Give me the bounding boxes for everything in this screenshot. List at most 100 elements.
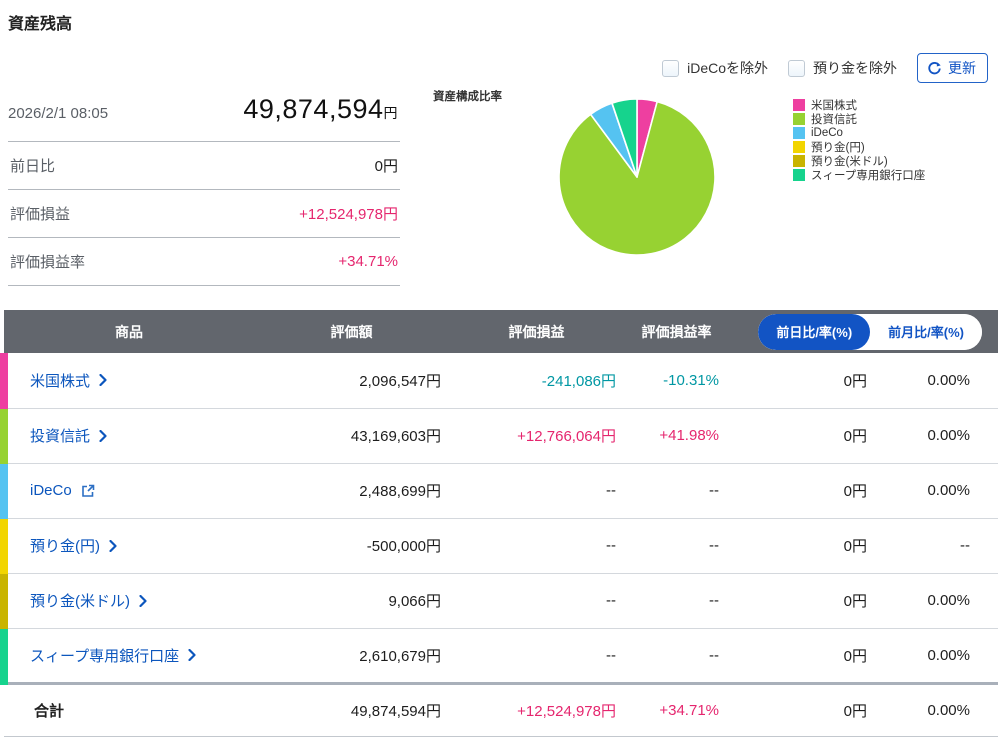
valuation-cell: 2,488,699円: [254, 463, 449, 519]
day-change-cell: 0円: [729, 463, 877, 519]
header-pl: 評価損益: [449, 310, 624, 353]
chevron-right-icon: [139, 594, 147, 607]
legend-item: 預り金(円): [793, 141, 925, 154]
legend-item: スィープ専用銀行口座: [793, 169, 926, 182]
legend-label: iDeCo: [811, 127, 843, 139]
timestamp: 2026/2/1 08:05: [8, 105, 109, 122]
pie-chart: [558, 98, 716, 256]
month-change-cell: 0.00%: [877, 408, 998, 464]
chevron-right-icon: [109, 539, 117, 552]
external-link-icon: [81, 484, 95, 498]
checkbox-label: iDeCoを除外: [687, 60, 768, 76]
table-row: 預り金(円) -500,000円 -- -- 0円 --: [0, 518, 998, 574]
page-title: 資産残高: [8, 16, 73, 33]
product-link[interactable]: 預り金(円): [30, 535, 117, 556]
product-label: 預り金(米ドル): [30, 593, 130, 610]
total-asset-unit: 円: [383, 105, 398, 121]
toggle-day-change[interactable]: 前日比/率(%): [758, 313, 871, 350]
pl-cell: +12,766,064円: [449, 408, 624, 464]
toggle-month-change[interactable]: 前月比/率(%): [870, 313, 982, 350]
summary-row: 評価損益 +12,524,978円: [8, 190, 400, 238]
chevron-right-icon: [188, 648, 196, 662]
product-link[interactable]: スィープ専用銀行口座: [30, 645, 196, 666]
day-change-cell: 0円: [729, 518, 877, 574]
product-cell: 預り金(米ドル): [0, 573, 254, 629]
table-row: 投資信託 43,169,603円 +12,766,064円 +41.98% 0円: [0, 408, 998, 464]
valuation-cell: 9,066円: [254, 573, 449, 629]
summary-rows: 前日比 0円 評価損益 +12,524,978円 評価損益率 +34.71%: [8, 142, 400, 286]
product-cell: スィープ専用銀行口座: [0, 628, 254, 684]
product-label: 投資信託: [30, 428, 91, 445]
period-toggle: 前日比/率(%) 前月比/率(%): [758, 313, 982, 350]
refresh-icon: [927, 61, 942, 76]
summary-label: 評価損益: [10, 206, 71, 223]
exclude-deposit-checkbox[interactable]: 預り金を除外: [788, 58, 897, 78]
day-change-cell: 0円: [729, 408, 877, 464]
total-day-change: 0円: [729, 681, 877, 737]
summary-label: 前日比: [10, 158, 56, 175]
product-link[interactable]: 投資信託: [30, 425, 107, 446]
product-cell: 米国株式: [0, 353, 254, 409]
chevron-right-icon: [99, 429, 107, 442]
pie-slice: [611, 98, 638, 178]
top-controls: iDeCoを除外 預り金を除外 更新: [662, 53, 988, 83]
header-product: 商品: [4, 310, 254, 353]
pl-rate-cell: +41.98%: [624, 408, 729, 464]
table-row: 預り金(米ドル) 9,066円 -- -- 0円 0.00%: [0, 573, 998, 629]
total-label: 合計: [4, 681, 254, 737]
legend-label: 預り金(米ドル): [811, 156, 888, 168]
pie-chart-title: 資産構成比率: [433, 91, 502, 103]
chevron-right-icon: [99, 374, 107, 387]
legend-item: 預り金(米ドル): [793, 155, 925, 168]
legend-item: 米国株式: [793, 99, 925, 112]
month-change-cell: 0.00%: [877, 463, 998, 519]
total-month-change: 0.00%: [877, 681, 998, 737]
asset-table: 商品 評価額 評価損益 評価損益率 前日比/率(%) 前月比/率(%) 米国株式: [0, 310, 998, 737]
product-label: iDeCo: [30, 482, 72, 499]
legend-item: iDeCo: [793, 127, 925, 139]
summary-label: 評価損益率: [10, 254, 86, 271]
checkbox-label: 預り金を除外: [813, 60, 897, 76]
summary-panel: 2026/2/1 08:05 49,874,594円 前日比 0円 評価損益 +…: [8, 86, 400, 286]
exclude-ideco-checkbox[interactable]: iDeCoを除外: [662, 58, 768, 78]
summary-value: +34.71%: [338, 253, 398, 270]
legend-color-chip: [793, 169, 805, 181]
total-asset-value: 49,874,594円: [243, 94, 398, 125]
total-pl-rate: +34.71%: [624, 681, 729, 737]
month-change-cell: 0.00%: [877, 573, 998, 629]
refresh-label: 更新: [948, 60, 976, 76]
product-label: スィープ専用銀行口座: [30, 647, 180, 665]
pie-slice: [558, 100, 716, 256]
summary-value: +12,524,978円: [299, 206, 398, 223]
product-link[interactable]: 預り金(米ドル): [30, 590, 147, 611]
legend-color-chip: [793, 99, 805, 111]
valuation-cell: 43,169,603円: [254, 408, 449, 464]
summary-value: 0円: [374, 158, 398, 175]
pie-chart-container: [555, 95, 719, 259]
day-change-cell: 0円: [729, 353, 877, 409]
legend-color-chip: [793, 127, 805, 139]
month-change-cell: 0.00%: [877, 628, 998, 684]
legend-label: 預り金(円): [811, 142, 865, 154]
header-pl-rate: 評価損益率: [624, 310, 729, 353]
checkbox-box-icon[interactable]: [788, 59, 805, 77]
checkbox-box-icon[interactable]: [662, 59, 680, 77]
summary-row: 評価損益率 +34.71%: [8, 238, 400, 286]
pl-cell: --: [449, 573, 624, 629]
pl-cell: -241,086円: [449, 353, 624, 409]
product-link[interactable]: iDeCo: [30, 482, 95, 499]
product-link[interactable]: 米国株式: [30, 370, 107, 391]
pl-rate-cell: --: [624, 518, 729, 574]
valuation-cell: 2,096,547円: [254, 353, 449, 409]
pl-cell: --: [449, 518, 624, 574]
legend-label: スィープ専用銀行口座: [811, 170, 926, 182]
total-valuation: 49,874,594円: [254, 681, 449, 737]
pl-cell: --: [449, 463, 624, 519]
period-toggle-cell: 前日比/率(%) 前月比/率(%): [729, 310, 998, 353]
valuation-cell: 2,610,679円: [254, 628, 449, 684]
refresh-button[interactable]: 更新: [917, 53, 988, 83]
legend-color-chip: [793, 155, 805, 167]
product-cell: iDeCo: [0, 463, 254, 519]
summary-total-row: 2026/2/1 08:05 49,874,594円: [8, 86, 400, 142]
month-change-cell: --: [877, 518, 998, 574]
